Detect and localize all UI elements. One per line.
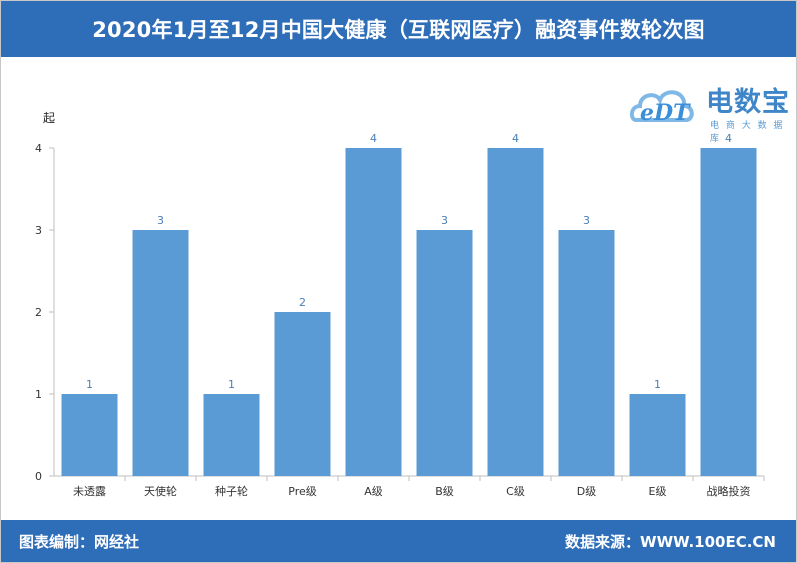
data-label: 3 <box>157 214 164 227</box>
bar <box>558 230 615 476</box>
data-label: 4 <box>512 132 519 145</box>
x-tick-label: D级 <box>577 485 596 498</box>
x-tick-label: 未透露 <box>73 485 106 498</box>
data-label: 4 <box>370 132 377 145</box>
x-tick-label: A级 <box>364 485 383 498</box>
bar <box>274 312 331 476</box>
data-label: 1 <box>654 378 661 391</box>
logo-subtitle: 电 商 大 数 据 库 <box>710 121 785 144</box>
bar <box>629 394 686 476</box>
x-tick-label: 种子轮 <box>215 484 248 498</box>
bar <box>416 230 473 476</box>
chart-title-bar: 2020年1月至12月中国大健康（互联网医疗）融资事件数轮次图 <box>1 1 796 57</box>
x-tick-label: C级 <box>506 485 525 498</box>
logo-name: 电数宝 <box>706 87 790 118</box>
y-tick-label: 0 <box>35 470 42 483</box>
x-tick-label: 天使轮 <box>144 484 177 498</box>
bar <box>487 148 544 476</box>
y-tick-label: 2 <box>35 306 42 319</box>
data-label: 3 <box>583 214 590 227</box>
data-label: 3 <box>441 214 448 227</box>
bar <box>61 394 118 476</box>
bar <box>700 148 757 476</box>
bar <box>203 394 260 476</box>
footer-source: 数据来源：WWW.100EC.CN <box>565 533 776 551</box>
chart-title: 2020年1月至12月中国大健康（互联网医疗）融资事件数轮次图 <box>92 18 705 42</box>
x-tick-label: 战略投资 <box>707 484 751 498</box>
data-label: 4 <box>725 132 732 145</box>
data-label: 1 <box>228 378 235 391</box>
footer-bar: 图表编制：网经社 数据来源：WWW.100EC.CN <box>1 520 796 562</box>
logo-mark: eDT <box>640 100 690 126</box>
footer-credit: 图表编制：网经社 <box>19 533 140 551</box>
y-tick-label: 3 <box>35 224 42 237</box>
y-tick-label: 4 <box>35 142 42 155</box>
data-label: 2 <box>299 296 306 309</box>
data-label: 1 <box>86 378 93 391</box>
bar <box>345 148 402 476</box>
y-axis-label: 起 <box>43 111 56 125</box>
x-tick-label: E级 <box>649 485 667 498</box>
cloud-logo-icon <box>629 90 694 122</box>
x-tick-label: Pre级 <box>288 485 317 498</box>
x-tick-label: B级 <box>435 485 454 498</box>
y-tick-label: 1 <box>35 388 42 401</box>
bar <box>132 230 189 476</box>
